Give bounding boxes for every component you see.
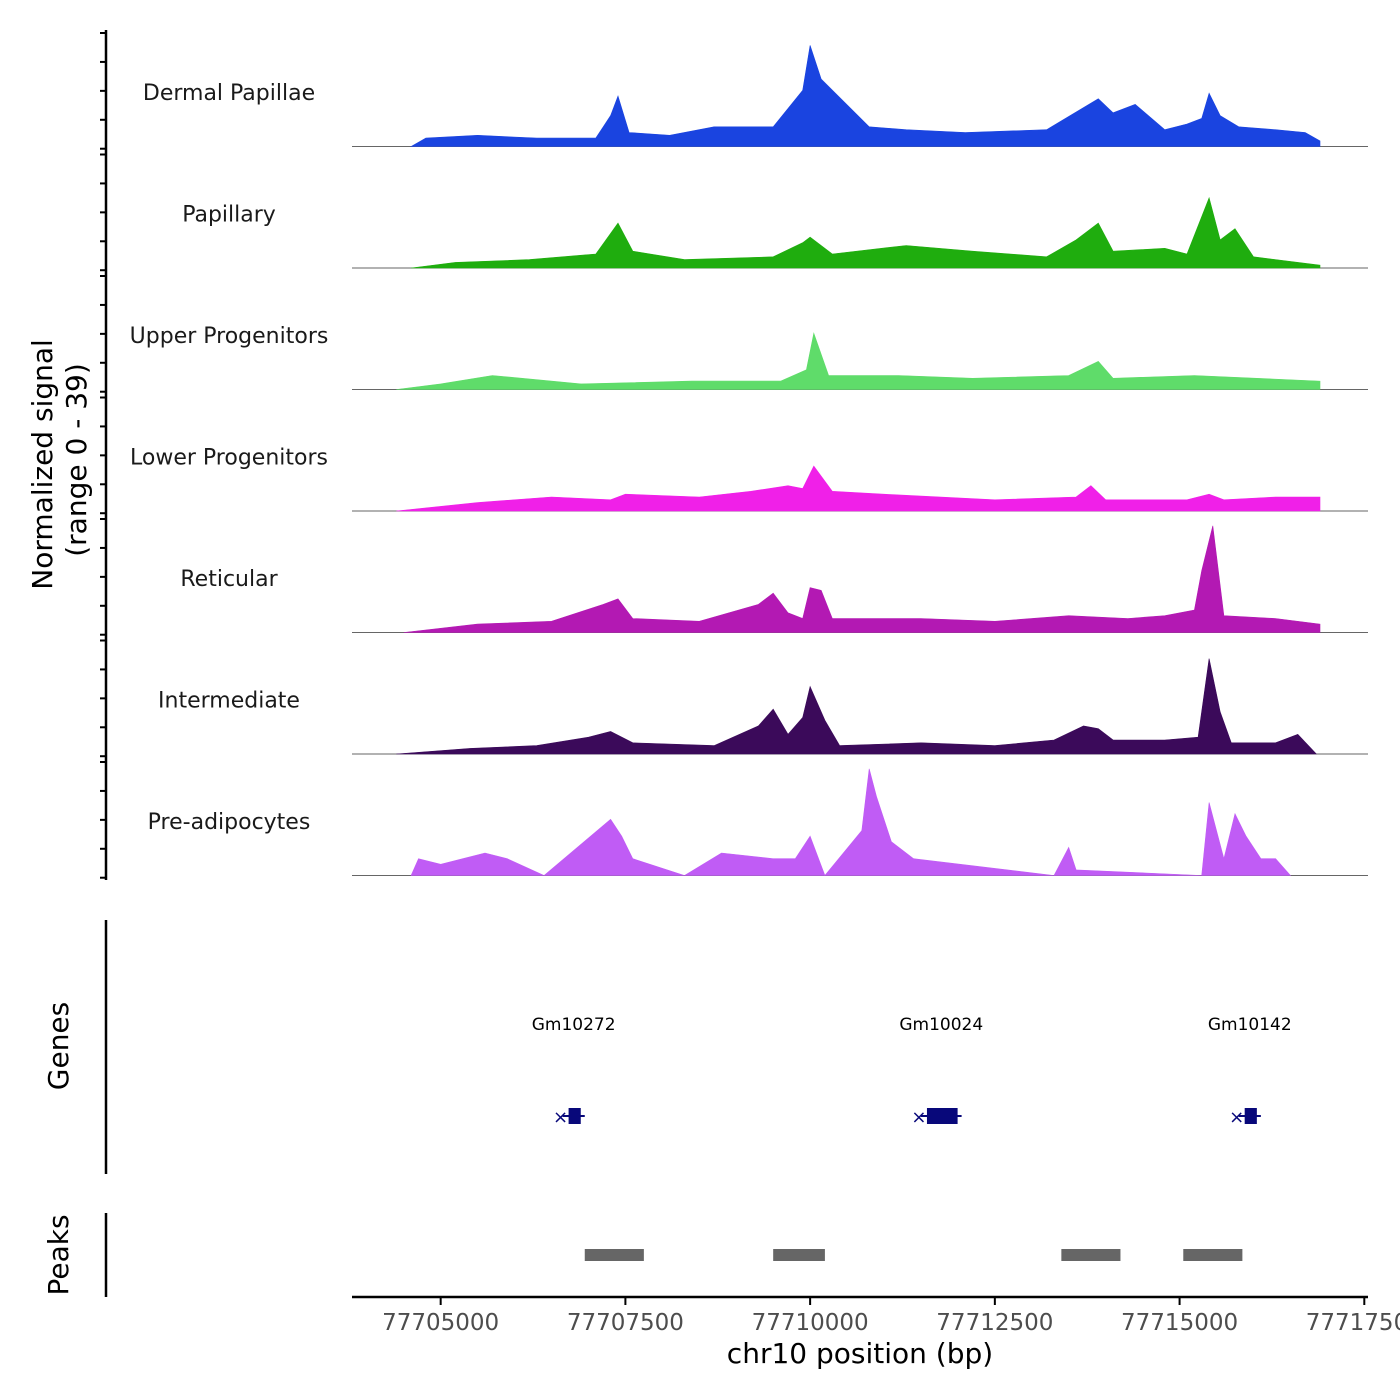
- x-tick-label: 77715000: [1121, 1310, 1238, 1336]
- peak-bar: [1061, 1249, 1121, 1261]
- peak-bar: [773, 1249, 825, 1261]
- x-axis-title: chr10 position (bp): [727, 1337, 993, 1370]
- y-axis-title: Normalized signal (range 0 - 39): [26, 330, 93, 589]
- track-label: Papillary: [182, 203, 276, 228]
- track-label: Upper Progenitors: [130, 324, 329, 349]
- x-axis-ticks: 77705000 77707500 77710000 77712500 77715000…: [382, 1297, 1400, 1336]
- coverage-area: [403, 525, 1321, 633]
- coverage-area: [396, 332, 1321, 390]
- coverage-y-ticks: [100, 32, 106, 879]
- coverage-area: [411, 196, 1321, 269]
- track-label: Pre-adipocytes: [148, 810, 311, 835]
- coverage-area: [410, 768, 1292, 877]
- gene-label: Gm10142: [1208, 1015, 1292, 1035]
- track-label: Reticular: [180, 567, 278, 592]
- genes-panel-title: Genes: [42, 1002, 75, 1090]
- gene-label: Gm10024: [899, 1015, 983, 1035]
- coverage-tracks: Dermal Papillae Papillary Upper Progenitor…: [130, 45, 1368, 877]
- track-label: Intermediate: [158, 689, 300, 714]
- x-tick-label: 77717500: [1306, 1310, 1400, 1336]
- coverage-area: [396, 658, 1317, 755]
- peak-bar: [584, 1249, 644, 1261]
- track-label: Dermal Papillae: [143, 81, 315, 106]
- gene-strand-arrow: ×: [553, 1107, 568, 1128]
- coverage-area: [396, 465, 1321, 512]
- x-tick-label: 77710000: [752, 1310, 869, 1336]
- track-label: Lower Progenitors: [130, 446, 328, 471]
- coverage-area: [409, 45, 1321, 147]
- peaks-panel-title: Peaks: [42, 1214, 75, 1295]
- x-tick-label: 77707500: [567, 1310, 684, 1336]
- peak-bar: [1183, 1249, 1243, 1261]
- gene-strand-arrow: ×: [1229, 1107, 1244, 1128]
- gene-label: Gm10272: [532, 1015, 616, 1035]
- genes-panel: Gm10272 × Gm10024 × Gm10142 ×: [532, 1015, 1292, 1128]
- x-tick-label: 77705000: [382, 1310, 499, 1336]
- gene-strand-arrow: ×: [911, 1107, 926, 1128]
- x-tick-label: 77712500: [936, 1310, 1053, 1336]
- peaks-panel: [584, 1249, 1243, 1261]
